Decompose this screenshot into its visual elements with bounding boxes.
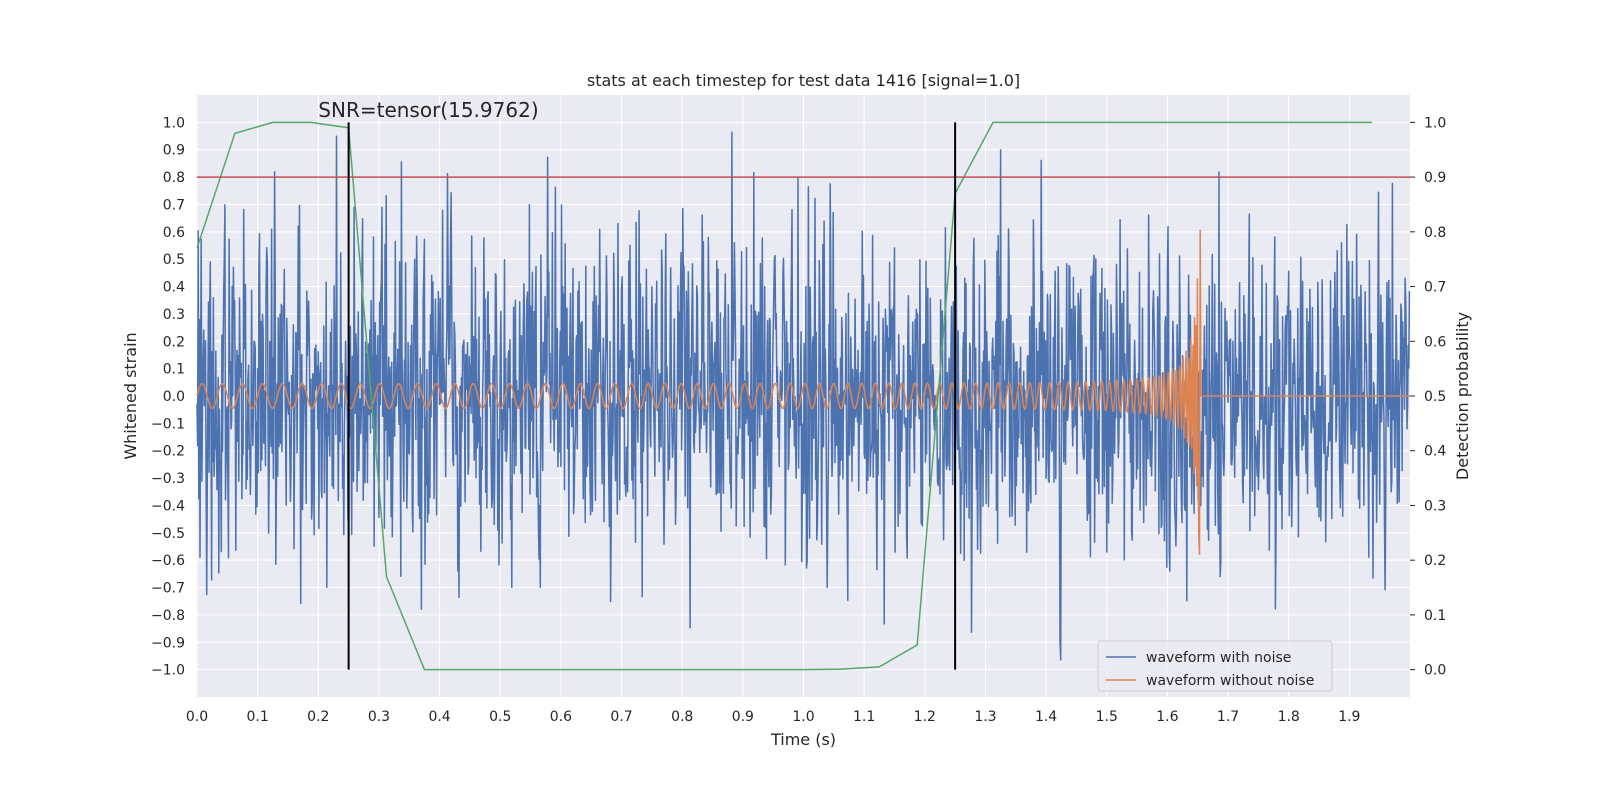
y-right-tick-label: 0.1 xyxy=(1424,608,1446,624)
x-axis-label: Time (s) xyxy=(770,730,836,749)
y-tick-label: −0.6 xyxy=(151,553,185,569)
y-tick-label: 0.0 xyxy=(163,389,185,405)
y-tick-label: −0.1 xyxy=(151,416,185,432)
x-tick-label: 0.3 xyxy=(368,709,390,725)
y-tick-label: −0.2 xyxy=(151,444,185,460)
x-tick-label: 1.0 xyxy=(792,709,814,725)
y-tick-label: −0.7 xyxy=(151,581,185,597)
x-tick-label: 0.5 xyxy=(489,709,511,725)
series-line-waveform-without-noise xyxy=(196,229,1411,555)
y-tick-label: −0.4 xyxy=(151,498,185,514)
y-axis-label: Whitened strain xyxy=(121,332,140,459)
x-tick-label: 1.1 xyxy=(853,709,875,725)
y-tick-label: −0.8 xyxy=(151,608,185,624)
y-right-tick-label: 0.7 xyxy=(1424,280,1446,296)
y-tick-label: −1.0 xyxy=(151,663,185,679)
x-tick-label: 1.7 xyxy=(1217,709,1239,725)
x-tick-label: 0.6 xyxy=(550,709,572,725)
y-tick-label: 0.7 xyxy=(163,197,185,213)
y-right-tick-label: 0.9 xyxy=(1424,170,1446,186)
legend: waveform with noise waveform without noi… xyxy=(1097,640,1333,692)
y-tick-label: −0.3 xyxy=(151,471,185,487)
legend-label-clean: waveform without noise xyxy=(1146,673,1314,689)
y-tick-label: 0.1 xyxy=(163,362,185,378)
y-tick-label: 0.8 xyxy=(163,170,185,186)
x-tick-label: 1.3 xyxy=(974,709,996,725)
x-tick-label: 1.6 xyxy=(1156,709,1178,725)
y-tick-label: 1.0 xyxy=(163,115,185,131)
tick-labels: 0.0 0.1 0.2 0.3 0.4 0.5 0.6 0.7 0.8 0.9 1.0 1.1 1.2 1… xyxy=(151,115,1446,725)
x-tick-label: 1.5 xyxy=(1096,709,1118,725)
y-tick-label: −0.9 xyxy=(151,635,185,651)
chart-title: stats at each timestep for test data 141… xyxy=(587,71,1020,90)
series-line-detection-probability xyxy=(196,121,1373,671)
y-axis-right-label: Detection probability xyxy=(1453,312,1472,480)
x-tick-label: 0.4 xyxy=(428,709,450,725)
y-tick-label: 0.4 xyxy=(163,280,185,296)
y-right-tick-label: 0.8 xyxy=(1424,225,1446,241)
series-line-waveform-with-noise xyxy=(196,131,1411,661)
series-layer xyxy=(196,121,1411,671)
y-tick-label: 0.3 xyxy=(163,307,185,323)
x-tick-label: 1.2 xyxy=(914,709,936,725)
y-tick-label: −0.5 xyxy=(151,526,185,542)
x-tick-label: 0.1 xyxy=(247,709,269,725)
x-tick-label: 1.9 xyxy=(1338,709,1360,725)
y-tick-label: 0.9 xyxy=(163,143,185,159)
x-tick-label: 0.7 xyxy=(610,709,632,725)
legend-box xyxy=(1097,640,1333,692)
y-right-tick-label: 0.2 xyxy=(1424,553,1446,569)
overlay-layer xyxy=(197,122,1410,670)
x-tick-label: 1.4 xyxy=(1035,709,1057,725)
snr-annotation: SNR=tensor(15.9762) xyxy=(318,98,538,122)
y-right-tick-label: 0.6 xyxy=(1424,334,1446,350)
x-tick-label: 0.9 xyxy=(732,709,754,725)
y-right-tick-label: 0.5 xyxy=(1424,389,1446,405)
y-right-tick-label: 0.3 xyxy=(1424,498,1446,514)
y-right-tick-label: 0.0 xyxy=(1424,663,1446,679)
y-right-tick-label: 1.0 xyxy=(1424,115,1446,131)
legend-label-noise: waveform with noise xyxy=(1146,650,1291,666)
x-tick-label: 0.2 xyxy=(307,709,329,725)
x-tick-label: 1.8 xyxy=(1278,709,1300,725)
y-tick-label: 0.5 xyxy=(163,252,185,268)
x-tick-label: 0.8 xyxy=(671,709,693,725)
x-tick-label: 0.0 xyxy=(186,709,208,725)
y-tick-label: 0.2 xyxy=(163,334,185,350)
y-right-tick-label: 0.4 xyxy=(1424,444,1446,460)
y-tick-label: 0.6 xyxy=(163,225,185,241)
